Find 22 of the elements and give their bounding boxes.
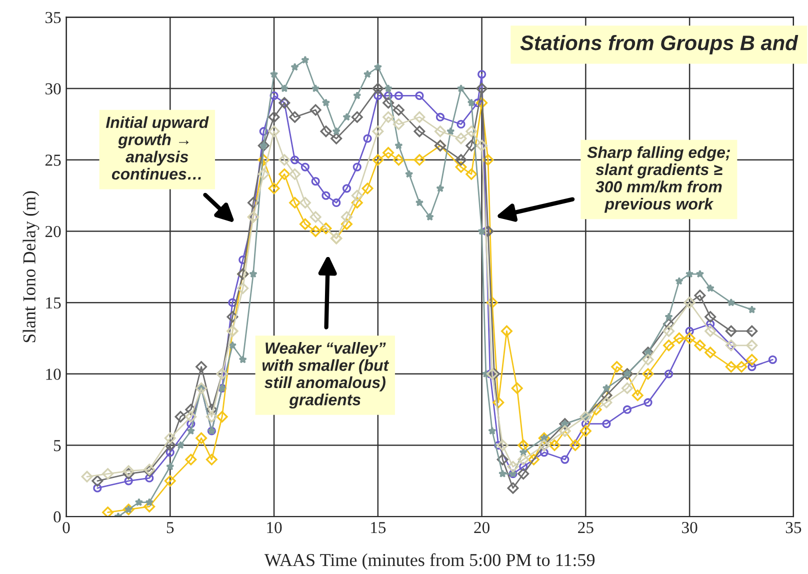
x-tick-label: 15 bbox=[371, 522, 386, 534]
x-tick-label: 0 bbox=[62, 522, 70, 534]
y-tick-label: 0 bbox=[54, 511, 61, 523]
x-tick-label: 35 bbox=[786, 522, 802, 534]
annotation: Initial upward growth → analysis continues… bbox=[106, 116, 209, 180]
x-tick-label: 30 bbox=[682, 522, 698, 534]
y-tick-label: 15 bbox=[46, 297, 61, 309]
y-tick-label: 35 bbox=[46, 12, 61, 24]
y-tick-label: 5 bbox=[54, 440, 61, 452]
x-axis-title: WAAS Time (minutes from 5:00 PM to 11:59 bbox=[264, 553, 595, 570]
x-tick-label: 5 bbox=[166, 522, 174, 534]
y-tick-label: 20 bbox=[45, 226, 61, 238]
annotation: Sharp falling edge; slant gradients ≥ 300 mm/km from previous work bbox=[587, 146, 730, 213]
x-tick-label: 20 bbox=[474, 522, 490, 534]
y-tick-label: 25 bbox=[45, 154, 61, 166]
annotation: Weaker “valley” with smaller (but still anomalous) gradients bbox=[262, 342, 390, 409]
y-axis-title: Slant Iono Delay (m) bbox=[22, 191, 40, 342]
y-tick-label: 30 bbox=[46, 83, 61, 95]
y-tick-label: 10 bbox=[46, 368, 61, 380]
text: Stations from Groups B and bbox=[520, 34, 798, 54]
x-tick-label: 10 bbox=[267, 522, 282, 534]
x-tick-label: 25 bbox=[578, 522, 594, 534]
